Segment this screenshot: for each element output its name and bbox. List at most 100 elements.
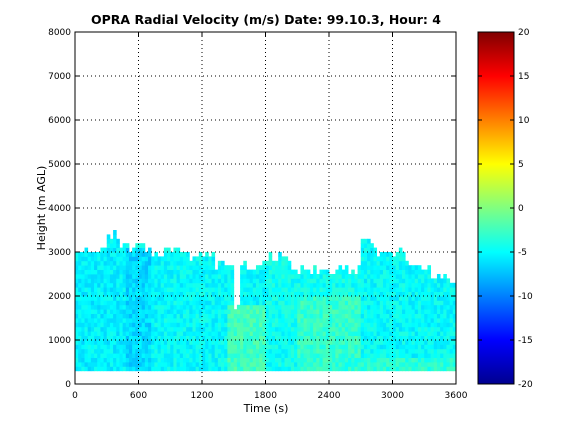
heatmap-cell — [84, 282, 89, 288]
heatmap-cell — [138, 326, 143, 332]
heatmap-cell — [271, 357, 276, 363]
heatmap-cell — [275, 362, 279, 367]
heatmap-cell — [398, 247, 403, 253]
heatmap-cell — [78, 357, 82, 363]
heatmap-cell — [170, 304, 174, 310]
heatmap-cell — [268, 353, 273, 358]
heatmap-cell — [430, 331, 435, 336]
heatmap-cell — [329, 278, 333, 284]
heatmap-cell — [275, 344, 279, 350]
heatmap-cell — [370, 340, 374, 345]
heatmap-cell — [341, 269, 346, 275]
heatmap-cell — [157, 357, 162, 363]
heatmap-cell — [208, 313, 212, 319]
heatmap-cell — [351, 269, 355, 275]
heatmap-cell — [167, 335, 171, 341]
heatmap-cell — [265, 326, 270, 332]
heatmap-cell — [211, 309, 216, 314]
heatmap-cell — [109, 287, 114, 292]
heatmap-cell — [97, 287, 101, 292]
heatmap-cell — [119, 304, 124, 310]
heatmap-cell — [300, 313, 305, 319]
heatmap-cell — [198, 274, 203, 279]
heatmap-cell — [373, 265, 378, 270]
heatmap-cell — [100, 357, 104, 363]
heatmap-cell — [122, 260, 127, 266]
heatmap-cell — [141, 366, 146, 372]
heatmap-cell — [421, 313, 425, 319]
heatmap-cell — [268, 348, 273, 354]
heatmap-cell — [97, 322, 101, 328]
heatmap-cell — [449, 309, 454, 314]
heatmap-cell — [360, 243, 365, 248]
heatmap-cell — [141, 304, 146, 310]
heatmap-cell — [97, 348, 101, 354]
heatmap-cell — [221, 291, 225, 297]
heatmap-cell — [179, 344, 184, 350]
heatmap-cell — [271, 353, 276, 358]
heatmap-cell — [297, 304, 301, 310]
heatmap-cell — [249, 313, 254, 319]
heatmap-cell — [281, 318, 285, 323]
heatmap-cell — [230, 362, 235, 367]
heatmap-cell — [148, 296, 152, 301]
heatmap-cell — [224, 357, 228, 363]
heatmap-cell — [103, 353, 108, 358]
heatmap-cell — [106, 252, 111, 257]
heatmap-cell — [113, 269, 117, 275]
heatmap-cell — [360, 353, 365, 358]
heatmap-cell — [309, 287, 314, 292]
heatmap-cell — [395, 274, 400, 279]
heatmap-cell — [306, 357, 311, 363]
heatmap-cell — [202, 331, 206, 336]
heatmap-cell — [325, 282, 330, 288]
heatmap-cell — [319, 357, 324, 363]
heatmap-cell — [249, 366, 254, 372]
heatmap-cell — [255, 326, 260, 332]
heatmap-cell — [335, 278, 339, 284]
heatmap-cell — [306, 318, 311, 323]
heatmap-cell — [141, 309, 146, 314]
heatmap-cell — [303, 344, 308, 350]
heatmap-cell — [144, 331, 149, 336]
heatmap-cell — [154, 265, 158, 270]
heatmap-cell — [297, 318, 301, 323]
heatmap-cell — [240, 278, 244, 284]
heatmap-cell — [357, 287, 362, 292]
heatmap-cell — [116, 238, 120, 244]
heatmap-cell — [151, 348, 155, 354]
heatmap-cell — [373, 247, 378, 253]
heatmap-cell — [189, 344, 193, 350]
heatmap-cell — [344, 353, 349, 358]
heatmap-cell — [182, 269, 187, 275]
heatmap-cell — [81, 278, 85, 284]
heatmap-cell — [414, 366, 419, 372]
y-tick-label: 8000 — [48, 28, 71, 38]
heatmap-cell — [192, 278, 197, 284]
heatmap-cell — [332, 296, 336, 301]
heatmap-cell — [386, 296, 390, 301]
heatmap-cell — [411, 357, 416, 363]
heatmap-cell — [198, 366, 203, 372]
heatmap-cell — [189, 300, 193, 306]
heatmap-cell — [135, 300, 139, 306]
heatmap-cell — [322, 340, 327, 345]
heatmap-cell — [344, 309, 349, 314]
heatmap-cell — [271, 344, 276, 350]
heatmap-cell — [367, 344, 371, 350]
heatmap-cell — [205, 353, 209, 358]
heatmap-cell — [433, 353, 438, 358]
heatmap-cell — [395, 269, 400, 275]
heatmap-cell — [452, 318, 457, 323]
heatmap-cell — [433, 357, 438, 363]
heatmap-cell — [157, 331, 162, 336]
heatmap-cell — [427, 291, 432, 297]
heatmap-cell — [411, 318, 416, 323]
heatmap-cell — [157, 335, 162, 341]
heatmap-cell — [173, 252, 177, 257]
heatmap-cell — [109, 282, 114, 288]
heatmap-cell — [94, 313, 98, 319]
heatmap-cell — [300, 274, 305, 279]
y-tick-label: 5000 — [48, 160, 71, 170]
heatmap-cell — [119, 326, 124, 332]
